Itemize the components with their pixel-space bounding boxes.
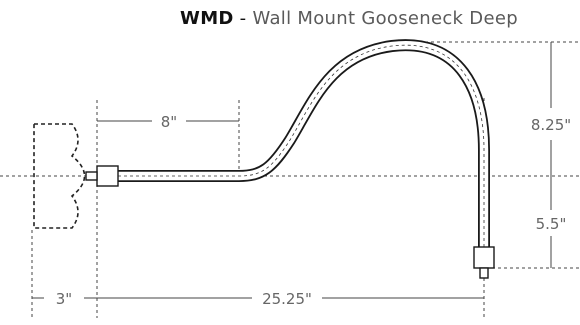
title-separator: - bbox=[233, 8, 253, 29]
dim-label-3: 3" bbox=[56, 290, 72, 308]
dim-label-8: 8" bbox=[161, 113, 177, 131]
dim-label-25-25: 25.25" bbox=[262, 290, 312, 308]
model-name: Wall Mount Gooseneck Deep bbox=[252, 8, 518, 29]
wall-backplate bbox=[33, 123, 86, 229]
mount-collar bbox=[96, 165, 119, 187]
end-stud bbox=[479, 267, 489, 279]
mount-stud bbox=[85, 171, 98, 181]
model-code: WMD bbox=[180, 8, 234, 29]
dim-label-5-5: 5.5" bbox=[536, 215, 567, 233]
page-title: WMD - Wall Mount Gooseneck Deep bbox=[180, 8, 518, 29]
gooseneck-arm bbox=[118, 39, 490, 250]
end-collar bbox=[473, 246, 495, 269]
dim-label-8-25: 8.25" bbox=[531, 116, 571, 134]
title-block: WMD - Wall Mount Gooseneck Deep bbox=[0, 8, 580, 29]
arm-centerline bbox=[118, 44, 485, 250]
gooseneck-arm-inner bbox=[118, 40, 489, 250]
